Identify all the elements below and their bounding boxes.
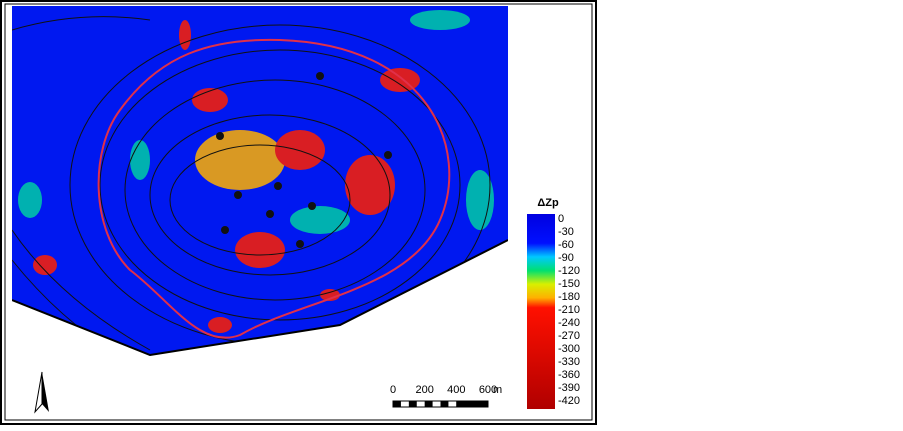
legend-tick-label: -420 xyxy=(558,395,580,407)
legend-tick-label: -330 xyxy=(558,356,580,368)
legend-tick-label: 0 xyxy=(558,213,564,225)
colorbar xyxy=(527,214,555,409)
scale-bar-segment xyxy=(440,401,449,407)
scale-unit: m xyxy=(493,384,502,396)
legend-tick-label: -270 xyxy=(558,330,580,342)
scale-bar-segment xyxy=(424,401,433,407)
scale-tick-label: 400 xyxy=(447,384,465,396)
legend-tick-label: -300 xyxy=(558,343,580,355)
north-arrow xyxy=(34,371,49,414)
legend-tick-label: -210 xyxy=(558,304,580,316)
scale-bar-segment xyxy=(393,401,401,407)
legend-tick-label: -30 xyxy=(558,226,574,238)
legend-title: ΔZp xyxy=(537,197,559,209)
inner-frame xyxy=(4,3,593,421)
scale-bar-segment xyxy=(408,401,417,407)
scale-tick-label: 200 xyxy=(415,384,433,396)
outer-frame xyxy=(0,0,597,425)
map xyxy=(12,6,508,356)
legend-tick-label: -180 xyxy=(558,291,580,303)
legend-tick-label: -360 xyxy=(558,369,580,381)
legend-tick-label: -60 xyxy=(558,239,574,251)
scale-bar-segment xyxy=(456,401,488,407)
legend-tick-label: -150 xyxy=(558,278,580,290)
scale-tick-label: 0 xyxy=(390,384,396,396)
scale-tick-label: 600 xyxy=(479,384,497,396)
legend-tick-label: -390 xyxy=(558,382,580,394)
legend-tick-label: -90 xyxy=(558,252,574,264)
scale-bar: 0 200 400 600 xyxy=(390,384,497,408)
legend-tick-label: -120 xyxy=(558,265,580,277)
legend-tick-label: -240 xyxy=(558,317,580,329)
